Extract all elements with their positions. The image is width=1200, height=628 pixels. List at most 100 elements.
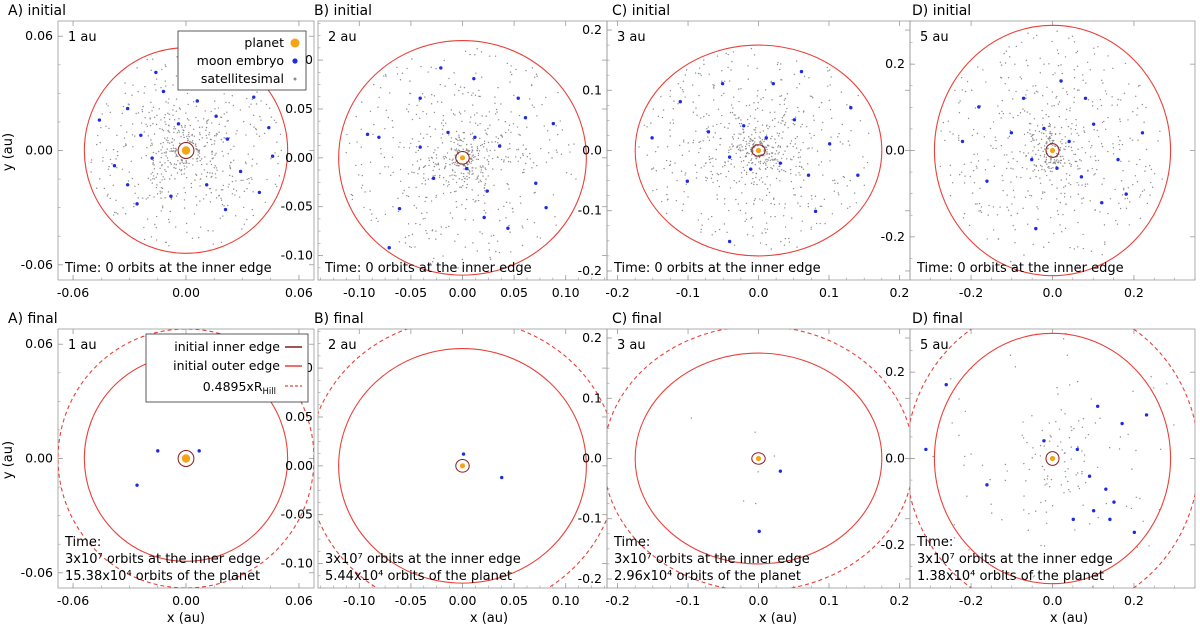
- satellitesimal-point: [1019, 112, 1022, 114]
- satellitesimal-point: [959, 100, 961, 102]
- moon-embryo-point: [161, 89, 166, 94]
- satellitesimal-point: [179, 108, 181, 110]
- satellitesimal-point: [518, 114, 521, 117]
- satellitesimal-point: [429, 126, 431, 128]
- satellitesimal-point: [225, 101, 227, 104]
- satellitesimal-point: [462, 148, 464, 151]
- satellitesimal-point: [1054, 162, 1057, 165]
- satellitesimal-point: [1026, 111, 1029, 113]
- satellitesimal-point: [984, 169, 987, 171]
- satellitesimal-point: [197, 151, 199, 153]
- satellitesimal-point: [989, 127, 992, 130]
- moon-embryo-point: [252, 95, 256, 99]
- inner-edge-circle: [1045, 143, 1060, 158]
- satellitesimal-point: [141, 111, 144, 113]
- satellitesimal-point: [772, 198, 775, 200]
- satellitesimal-point: [1157, 140, 1159, 142]
- satellitesimal-point: [1053, 162, 1056, 164]
- satellitesimal-point: [799, 161, 801, 163]
- satellitesimal-point: [1036, 125, 1039, 127]
- satellitesimal-point: [744, 145, 747, 148]
- satellitesimal-point: [776, 63, 779, 66]
- satellitesimal-point: [203, 145, 205, 148]
- satellitesimal-point: [1139, 497, 1141, 500]
- satellitesimal-point: [694, 72, 697, 74]
- satellitesimal-point: [161, 179, 163, 181]
- satellitesimal-point: [759, 137, 761, 139]
- satellitesimal-point: [753, 102, 755, 104]
- satellitesimal-point: [768, 191, 771, 194]
- satellitesimal-point: [570, 173, 572, 176]
- satellitesimal-point: [774, 142, 777, 144]
- satellitesimal-point: [471, 173, 473, 176]
- satellitesimal-point: [796, 136, 798, 138]
- moon-embryo-point: [1021, 96, 1026, 100]
- satellitesimal-point: [1070, 128, 1072, 130]
- satellitesimal-point: [462, 93, 464, 95]
- satellitesimal-point: [375, 217, 378, 219]
- satellitesimal-point: [229, 161, 232, 164]
- satellitesimal-point: [448, 225, 450, 228]
- satellitesimal-point: [733, 114, 735, 116]
- satellitesimal-point: [708, 139, 711, 142]
- satellitesimal-point: [710, 158, 712, 160]
- satellitesimal-point: [838, 132, 840, 135]
- moon-embryo-point: [1083, 96, 1088, 100]
- moon-embryo-point: [418, 145, 422, 149]
- satellitesimal-point: [177, 160, 179, 162]
- satellitesimal-point: [557, 91, 559, 94]
- satellitesimal-point: [485, 212, 487, 214]
- satellitesimal-point: [415, 151, 417, 154]
- satellitesimal-point: [661, 116, 664, 119]
- satellitesimal-point: [1058, 160, 1060, 162]
- satellitesimal-point: [160, 149, 162, 151]
- satellitesimal-point: [198, 126, 201, 129]
- satellitesimal-point: [513, 94, 515, 97]
- satellitesimal-point: [669, 90, 672, 92]
- satellitesimal-point: [175, 155, 177, 158]
- satellitesimal-point: [180, 170, 182, 172]
- satellitesimal-point: [567, 144, 570, 146]
- satellitesimal-point: [420, 65, 422, 68]
- satellitesimal-point: [1081, 198, 1083, 200]
- satellitesimal-point: [526, 218, 529, 221]
- satellitesimal-point: [993, 165, 996, 168]
- satellitesimal-point: [227, 153, 229, 155]
- satellitesimal-point: [474, 155, 476, 158]
- satellitesimal-point: [145, 154, 147, 157]
- panel-title: D) initial: [912, 3, 971, 19]
- satellitesimal-point: [712, 181, 714, 184]
- satellitesimal-point: [777, 153, 779, 155]
- satellitesimal-point: [1127, 433, 1129, 436]
- satellitesimal-point: [752, 203, 755, 205]
- satellitesimal-point: [175, 150, 177, 152]
- satellitesimal-point: [758, 179, 761, 181]
- satellitesimal-point: [729, 111, 732, 114]
- satellitesimal-point: [458, 111, 461, 113]
- satellitesimal-point: [1064, 413, 1066, 415]
- satellitesimal-point: [1122, 170, 1124, 172]
- satellitesimal-point: [477, 178, 479, 180]
- satellitesimal-point: [1056, 49, 1059, 51]
- satellitesimal-point: [489, 256, 491, 259]
- satellitesimal-point: [723, 223, 726, 225]
- inner-edge-circle: [751, 452, 766, 465]
- satellitesimal-point: [1064, 162, 1066, 164]
- satellitesimal-point: [1055, 198, 1058, 200]
- satellitesimal-point: [108, 165, 110, 168]
- satellitesimal-point: [684, 172, 687, 174]
- satellitesimal-point: [397, 210, 400, 213]
- satellitesimal-point: [173, 150, 175, 152]
- satellitesimal-point: [1041, 95, 1044, 97]
- satellitesimal-point: [476, 176, 479, 178]
- satellitesimal-point: [764, 167, 767, 170]
- satellitesimal-point: [204, 145, 207, 147]
- satellitesimal-point: [150, 139, 152, 141]
- satellitesimal-point: [1044, 500, 1047, 502]
- satellitesimal-point: [1073, 96, 1076, 99]
- satellitesimal-point: [783, 115, 785, 117]
- satellitesimal-point: [187, 103, 189, 106]
- satellitesimal-point: [152, 163, 154, 165]
- satellitesimal-point: [733, 166, 736, 168]
- satellitesimal-point: [772, 146, 775, 149]
